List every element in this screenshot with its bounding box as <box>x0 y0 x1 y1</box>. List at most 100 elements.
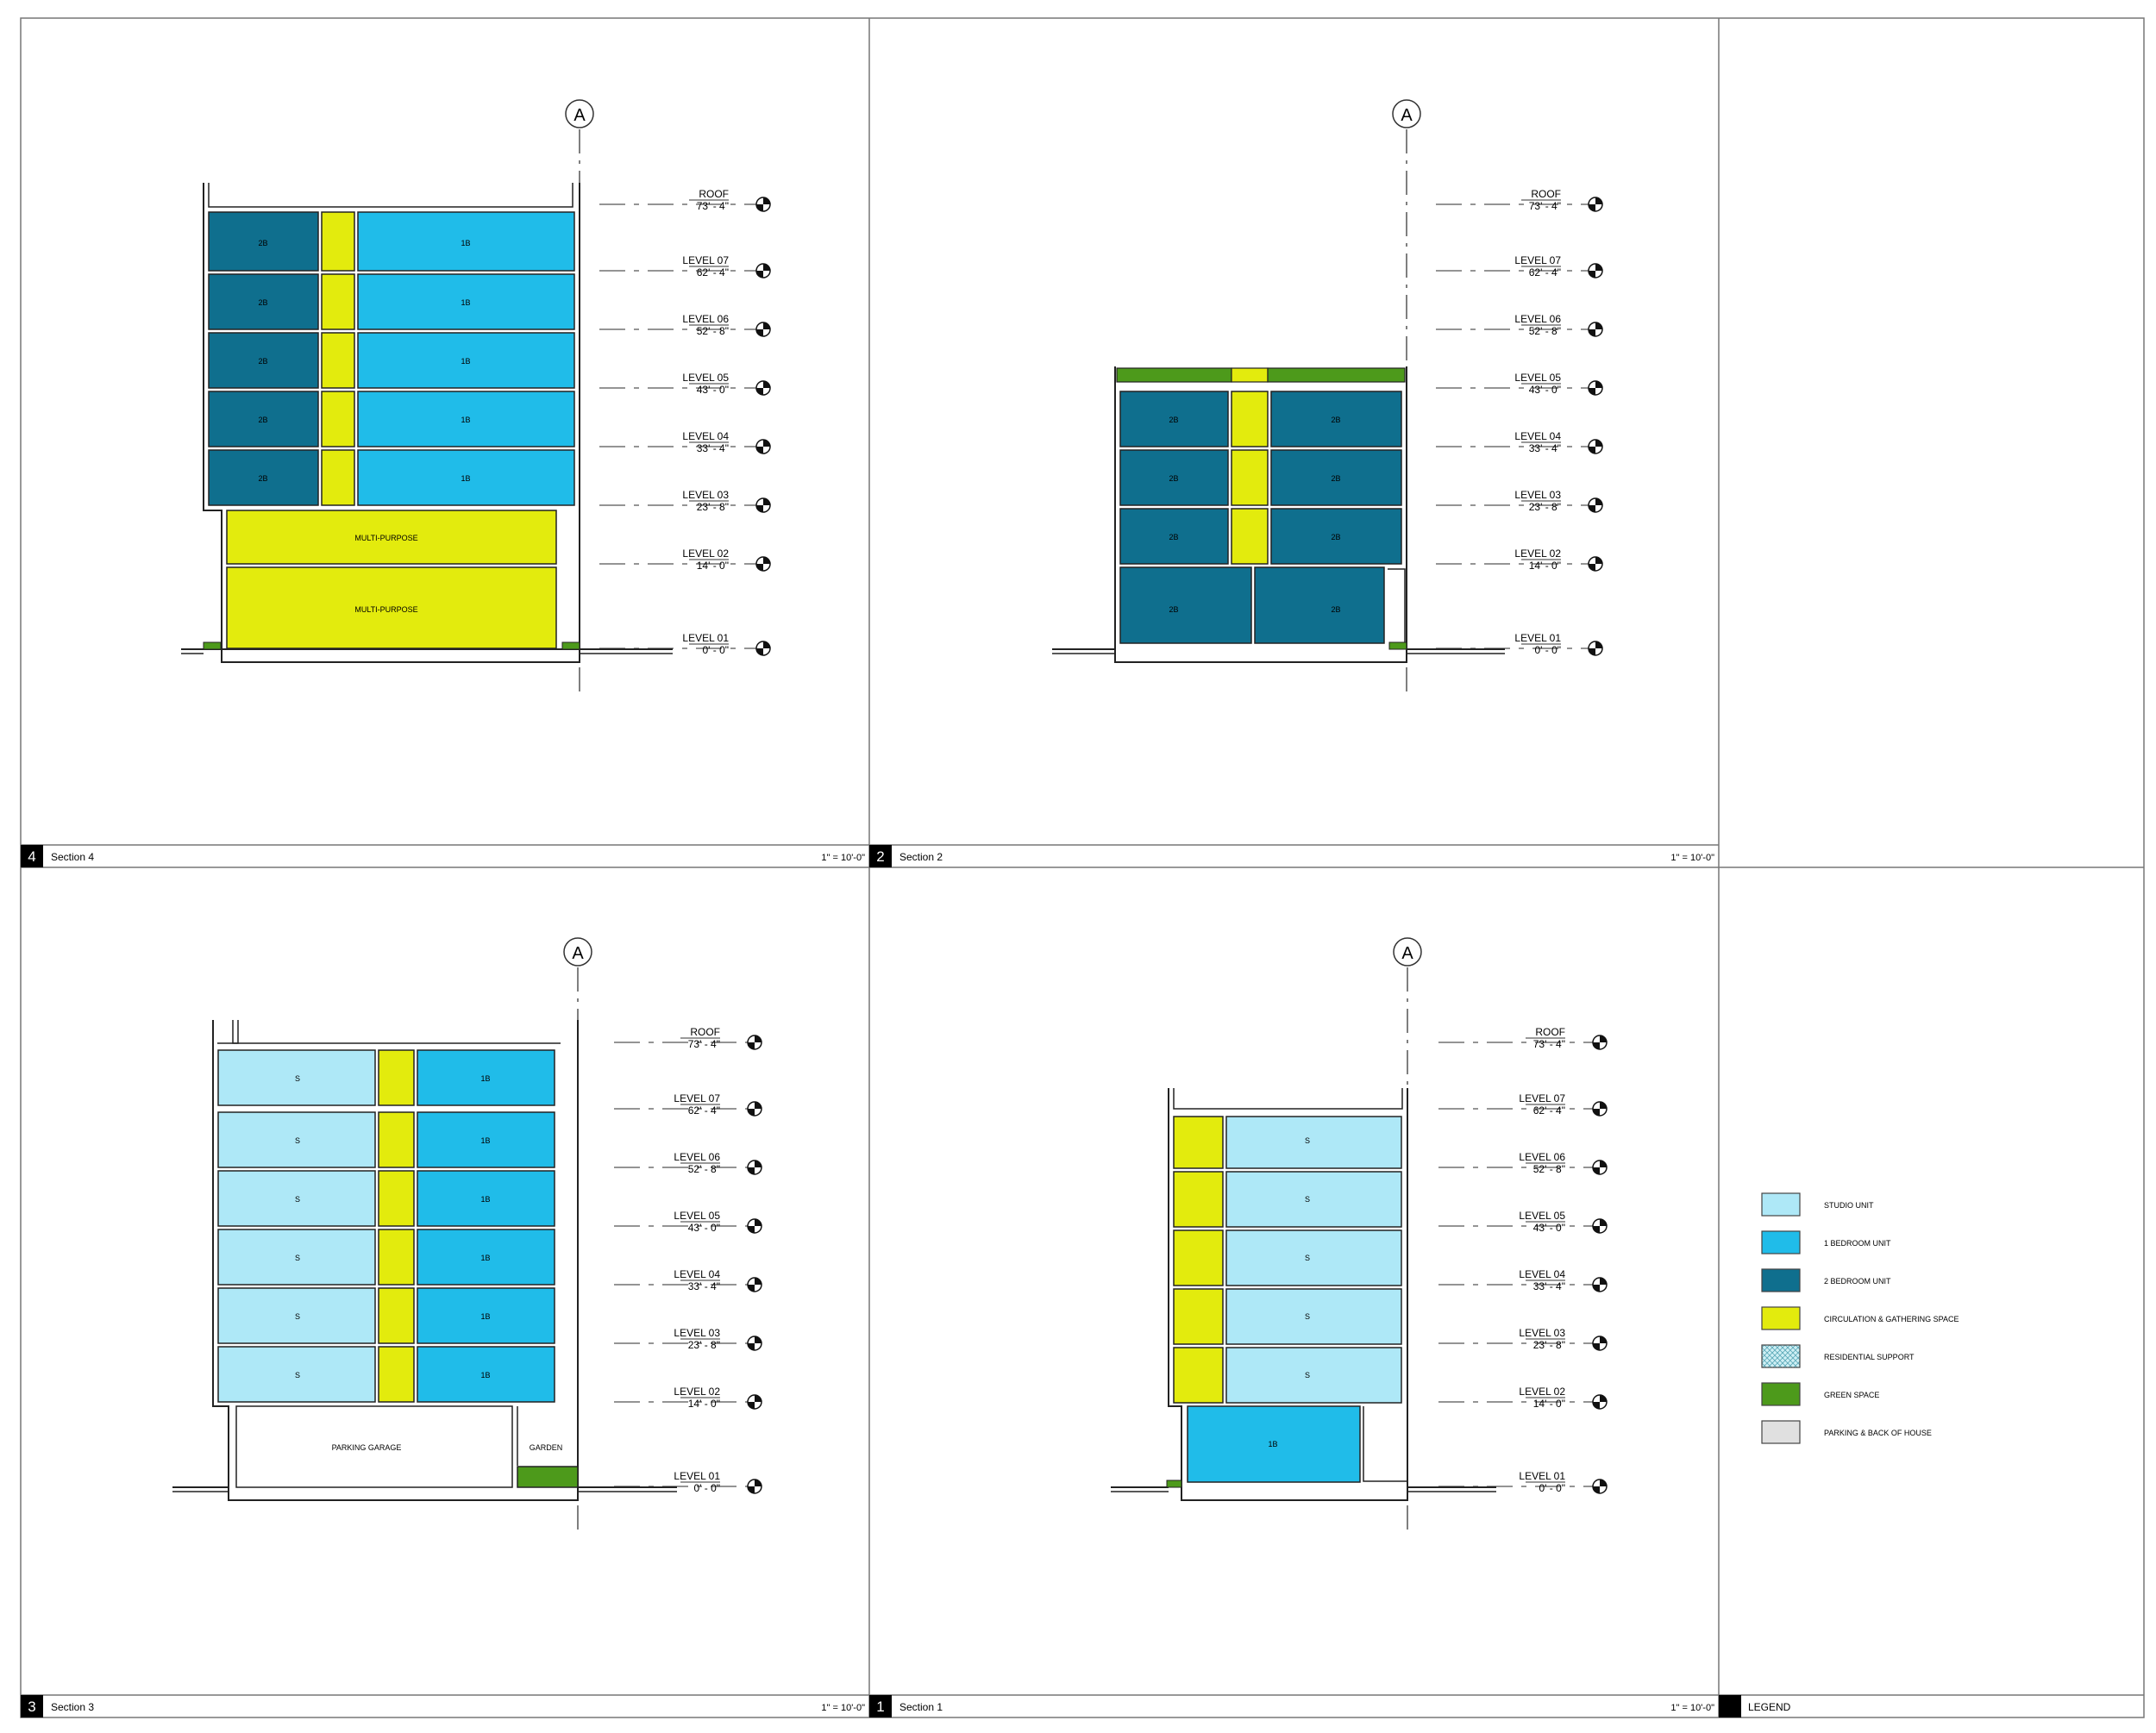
room-label: S <box>295 1195 300 1204</box>
view-number: 3 <box>28 1699 35 1715</box>
level-marker: LEVEL 010' - 0" <box>599 632 771 656</box>
room-label: S <box>1305 1136 1310 1145</box>
level-name: LEVEL 02 <box>1519 1386 1565 1398</box>
level-elevation: 52' - 8" <box>697 325 729 337</box>
view-scale: 1" = 10'-0" <box>821 1703 865 1713</box>
level-elevation: 73' - 4" <box>697 200 729 212</box>
level-elevation: 14' - 0" <box>1529 560 1561 572</box>
room-label: 2B <box>1331 416 1340 424</box>
section-4-rooms: 2B 1B 2B 1B 2B 1B 2B 1B 2B 1B MULTI-PURP… <box>208 211 575 649</box>
level-name: LEVEL 01 <box>1519 1470 1565 1482</box>
level-datum-icon <box>1592 1035 1608 1050</box>
legend-swatch <box>1761 1192 1801 1217</box>
legend-item: 1 BEDROOM UNIT <box>1761 1230 1891 1254</box>
level-datum-icon <box>747 1035 762 1050</box>
level-name: LEVEL 01 <box>674 1470 720 1482</box>
room-label: 1B <box>480 1371 490 1380</box>
level-name: ROOF <box>1531 188 1561 200</box>
level-name: LEVEL 07 <box>674 1092 720 1104</box>
level-name: LEVEL 05 <box>682 372 729 384</box>
section-1-rooms: S S S S S 1B <box>1166 1116 1407 1488</box>
room-label: 1B <box>480 1195 490 1204</box>
level-datum-icon <box>747 1394 762 1410</box>
legend-item: 2 BEDROOM UNIT <box>1761 1268 1891 1292</box>
legend: STUDIO UNIT 1 BEDROOM UNIT 2 BEDROOM UNIT C… <box>1761 1192 1959 1444</box>
level-datum-icon <box>747 1101 762 1117</box>
title-bar-section-2: 2 Section 2 1" = 10'-0" <box>869 844 1719 867</box>
level-elevation: 62' - 4" <box>688 1104 720 1117</box>
level-name: LEVEL 06 <box>1519 1151 1565 1163</box>
room-label: 2B <box>1169 416 1178 424</box>
level-elevation: 14' - 0" <box>697 560 729 572</box>
level-elevation: 0' - 0" <box>1539 1482 1565 1494</box>
level-elevation: 0' - 0" <box>702 644 729 656</box>
room-label: 2B <box>258 474 267 483</box>
level-elevation: 62' - 4" <box>697 266 729 278</box>
level-elevation: 14' - 0" <box>1533 1398 1565 1410</box>
level-datum-icon <box>747 1160 762 1175</box>
level-elevation: 62' - 4" <box>1533 1104 1565 1117</box>
room-label: 2B <box>258 357 267 366</box>
level-elevation: 23' - 8" <box>688 1339 720 1351</box>
legend-swatch <box>1761 1382 1801 1406</box>
level-datum-icon <box>1588 197 1603 212</box>
room-label: S <box>1305 1254 1310 1262</box>
level-datum-icon <box>1588 556 1603 572</box>
room-label: S <box>1305 1371 1310 1380</box>
room-label: 2B <box>1331 605 1340 614</box>
room-label: S <box>1305 1312 1310 1321</box>
level-name: ROOF <box>690 1026 720 1038</box>
level-datum-icon <box>1592 1479 1608 1494</box>
sheet-frame <box>20 17 2145 1718</box>
level-name: LEVEL 02 <box>1514 547 1561 560</box>
level-name: LEVEL 07 <box>1519 1092 1565 1104</box>
room-label: S <box>295 1136 300 1145</box>
room-label: MULTI-PURPOSE <box>354 534 417 542</box>
level-name: LEVEL 05 <box>1514 372 1561 384</box>
level-name: LEVEL 06 <box>674 1151 720 1163</box>
legend-label: PARKING & BACK OF HOUSE <box>1824 1429 1932 1437</box>
level-elevation: 33' - 4" <box>688 1280 720 1292</box>
level-datum-icon <box>755 380 771 396</box>
level-datum-icon <box>755 497 771 513</box>
level-datum-icon <box>747 1479 762 1494</box>
room-label: 2B <box>1331 474 1340 483</box>
room-label: S <box>295 1254 300 1262</box>
level-name: ROOF <box>699 188 729 200</box>
legend-label: 2 BEDROOM UNIT <box>1824 1277 1891 1286</box>
title-bar-section-3: 3 Section 3 1" = 10'-0" <box>21 1694 869 1717</box>
level-elevation: 33' - 4" <box>697 442 729 454</box>
level-elevation: 0' - 0" <box>693 1482 720 1494</box>
level-elevation: 52' - 8" <box>1533 1163 1565 1175</box>
room-label: GARDEN <box>530 1443 563 1452</box>
level-datum-icon <box>1588 322 1603 337</box>
view-number: 2 <box>876 848 884 865</box>
room-label: 1B <box>1268 1440 1277 1448</box>
level-elevation: 0' - 0" <box>1534 644 1561 656</box>
level-marker: LEVEL 010' - 0" <box>1436 632 1603 656</box>
grid-bubble-label: A <box>573 106 586 125</box>
level-name: LEVEL 01 <box>682 632 729 644</box>
level-datum-icon <box>1592 1277 1608 1292</box>
view-number: 1 <box>876 1699 884 1715</box>
legend-swatch <box>1761 1344 1801 1368</box>
room-label: 2B <box>1169 474 1178 483</box>
level-elevation: 52' - 8" <box>688 1163 720 1175</box>
room-label: 1B <box>480 1312 490 1321</box>
level-datum-icon <box>1592 1394 1608 1410</box>
title-bar-legend: LEGEND <box>1719 1694 2144 1717</box>
